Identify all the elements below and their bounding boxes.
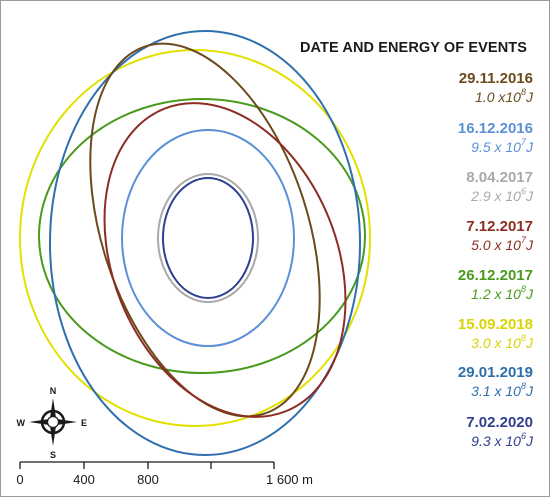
ellipse-event-29-01-2019: [49, 30, 361, 456]
ellipse-event-16-12-2016: [121, 129, 295, 347]
ellipse-event-7-02-2020: [162, 177, 254, 299]
legend-energy: 1.2 x 108J: [471, 284, 533, 302]
scale-bar: 0 400 800 1 600 m: [16, 461, 313, 487]
ellipse-event-29-11-2016: [89, 42, 321, 418]
compass-west-label: W: [17, 418, 26, 428]
legend-entry: 15.09.2018 3.0 x 108J: [458, 316, 533, 352]
legend-entry: 16.12.2016 9.5 x 107J: [458, 120, 533, 156]
legend-energy: 9.3 x 106J: [471, 431, 533, 449]
compass-north-label: N: [50, 386, 57, 396]
ellipse-event-8-04-2017: [157, 173, 259, 303]
legend-date: 7.12.2017: [466, 218, 533, 235]
scale-label-800: 800: [137, 472, 159, 487]
legend-date: 29.01.2019: [457, 364, 533, 381]
legend-entry: 7.02.2020 9.3 x 106J: [466, 414, 533, 450]
legend-date: 29.11.2016: [458, 70, 533, 87]
legend-energy: 3.1 x 108J: [471, 381, 533, 399]
legend-entry: 29.01.2019 3.1 x 108J: [458, 364, 533, 400]
legend-entry: 8.04.2017 2.9 x 106J: [466, 169, 533, 205]
compass-south-label: S: [50, 450, 56, 460]
compass-rose: N S E W: [17, 386, 88, 460]
legend-energy: 2.9 x 106J: [471, 186, 533, 204]
compass-east-label: E: [81, 418, 87, 428]
legend-date: 16.12.2016: [457, 120, 533, 137]
scale-label-1600: 1 600 m: [266, 472, 313, 487]
legend-energy: 9.5 x 107J: [471, 137, 533, 155]
legend-energy: 5.0 x 107J: [471, 235, 533, 253]
ellipse-event-26-12-2017: [38, 98, 366, 374]
legend-entry: 29.11.2016 1.0 x108J: [459, 70, 533, 106]
legend-date: 8.04.2017: [466, 169, 533, 186]
legend-entry: 7.12.2017 5.0 x 107J: [466, 218, 533, 254]
legend-date: 15.09.2018: [457, 316, 533, 333]
ellipse-event-7-12-2017: [103, 102, 347, 418]
legend-energy: 3.0 x 108J: [471, 333, 533, 351]
legend-title: DATE AND ENERGY OF EVENTS: [299, 40, 527, 56]
scale-label-0: 0: [16, 472, 23, 487]
legend-date: 26.12.2017: [457, 267, 533, 284]
legend-energy: 1.0 x108J: [475, 87, 533, 105]
legend-entry: 26.12.2017 1.2 x 108J: [458, 267, 533, 303]
legend-date: 7.02.2020: [466, 414, 533, 431]
ellipse-event-15-09-2018: [19, 49, 371, 427]
scale-label-400: 400: [73, 472, 95, 487]
